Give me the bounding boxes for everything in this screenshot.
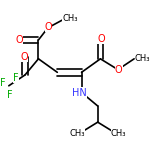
Text: CH₃: CH₃ bbox=[62, 14, 78, 23]
Text: F: F bbox=[0, 78, 6, 88]
Text: O: O bbox=[97, 34, 105, 44]
Text: F: F bbox=[13, 73, 19, 83]
Text: O: O bbox=[115, 65, 122, 75]
Text: CH₃: CH₃ bbox=[111, 129, 126, 138]
Text: O: O bbox=[45, 22, 52, 32]
Text: O: O bbox=[16, 35, 23, 45]
Text: HN: HN bbox=[72, 87, 87, 98]
Text: CH₃: CH₃ bbox=[69, 129, 85, 138]
Text: O: O bbox=[20, 52, 28, 62]
Text: F: F bbox=[7, 90, 13, 100]
Text: CH₃: CH₃ bbox=[135, 54, 150, 63]
